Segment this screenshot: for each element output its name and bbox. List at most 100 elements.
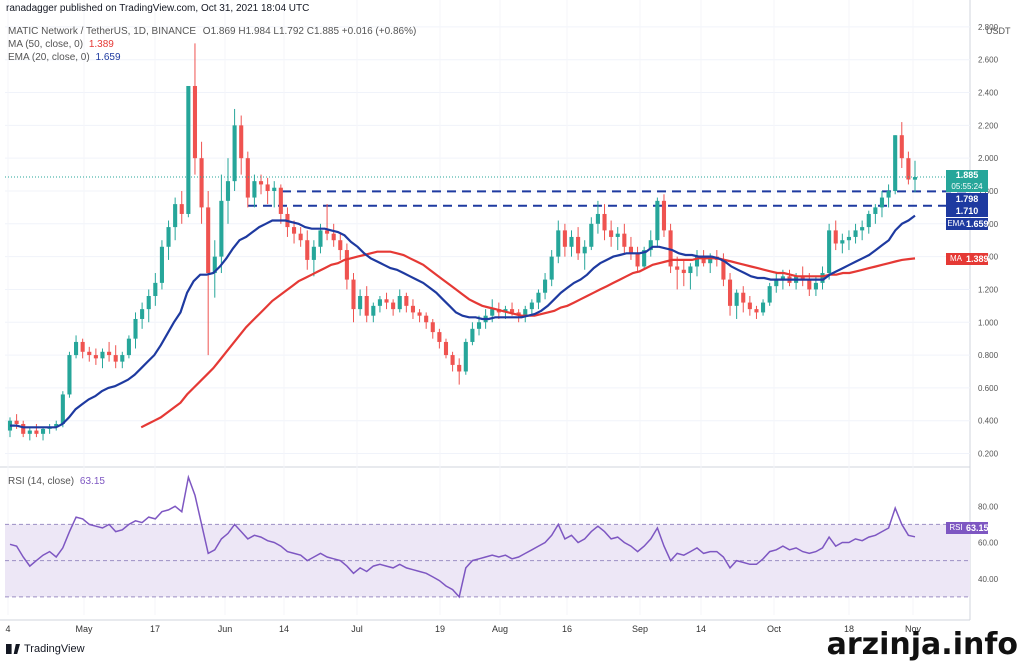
- candle-body: [27, 430, 32, 434]
- candle-body: [153, 282, 158, 297]
- publisher-line: ranadagger published on TradingView.com,…: [6, 3, 310, 14]
- candle-body: [774, 279, 779, 287]
- candle: [741, 286, 746, 313]
- candle: [417, 309, 422, 323]
- x-tick-label: 19: [435, 624, 445, 634]
- candle: [582, 240, 587, 270]
- ema-price-tag: 1.659: [966, 218, 989, 230]
- candle-body: [490, 309, 495, 316]
- x-tick-label: 18: [844, 624, 854, 634]
- candle-body: [536, 292, 541, 303]
- candle-body: [509, 309, 515, 313]
- candle: [450, 351, 455, 372]
- tradingview-brand[interactable]: TradingView: [6, 643, 85, 655]
- candle-body: [582, 246, 587, 254]
- candle: [866, 210, 871, 234]
- candle: [225, 158, 231, 224]
- candle-body: [404, 296, 409, 306]
- candle-body: [225, 181, 231, 201]
- candle: [146, 289, 151, 323]
- candle-body: [754, 309, 759, 313]
- x-tick-label: Nov: [905, 624, 922, 634]
- candle-body: [853, 230, 858, 237]
- candle: [292, 220, 297, 244]
- y-tick-label: 0.800: [978, 351, 999, 360]
- candle-body: [615, 233, 620, 237]
- candle-body: [278, 187, 283, 214]
- y-tick-label: 2.200: [978, 121, 999, 130]
- candle: [549, 250, 554, 287]
- candle-body: [747, 302, 752, 310]
- candle: [206, 190, 211, 356]
- candle: [331, 223, 336, 247]
- candle: [133, 312, 138, 349]
- candle-body: [609, 230, 614, 237]
- candle-body: [622, 233, 627, 247]
- candle-body: [556, 230, 561, 257]
- candle-body: [893, 135, 898, 191]
- candle-body: [635, 253, 640, 267]
- candle-body: [54, 423, 59, 428]
- candle-body: [655, 200, 660, 241]
- candle: [774, 273, 779, 293]
- candle-body: [529, 302, 534, 310]
- candle: [853, 223, 858, 244]
- candle-body: [734, 292, 739, 306]
- candle-body: [351, 279, 356, 310]
- candle: [40, 427, 46, 441]
- candle: [80, 338, 85, 359]
- candle-body: [675, 266, 680, 270]
- candle: [734, 289, 739, 319]
- candle: [377, 296, 382, 313]
- candle: [457, 358, 462, 385]
- candle: [410, 299, 416, 319]
- candle-body: [107, 351, 112, 356]
- currency-label: USDT: [986, 26, 1011, 36]
- candle-body: [800, 276, 805, 280]
- candle: [443, 338, 449, 359]
- candle-body: [741, 292, 746, 303]
- candle-body: [377, 299, 382, 306]
- rsi-value: 63.15: [79, 476, 105, 487]
- candle: [846, 230, 851, 251]
- candle-body: [311, 246, 316, 260]
- candle: [430, 318, 435, 339]
- candle-body: [780, 276, 785, 280]
- candle: [371, 302, 376, 323]
- candle: [179, 190, 184, 224]
- candle: [470, 322, 475, 346]
- candle-body: [292, 227, 297, 234]
- candle-body: [67, 355, 72, 395]
- candle: [628, 236, 633, 260]
- candle-body: [179, 204, 184, 214]
- candle-body: [219, 200, 224, 257]
- candle: [879, 190, 885, 218]
- candle-body: [60, 394, 65, 424]
- candle: [404, 292, 409, 313]
- candle: [463, 338, 468, 375]
- candle-body: [173, 204, 178, 228]
- candle: [351, 273, 356, 323]
- candle-body: [589, 223, 594, 247]
- candle: [747, 296, 752, 316]
- candle-body: [21, 423, 26, 434]
- candle: [602, 204, 607, 241]
- last-price: 1.885: [955, 170, 979, 180]
- candle: [827, 223, 832, 280]
- candle: [140, 302, 145, 329]
- candle: [622, 223, 627, 254]
- candle-body: [298, 233, 303, 241]
- candle: [384, 292, 389, 310]
- y-tick-label: 1.400: [978, 253, 999, 262]
- candle: [397, 289, 402, 313]
- candle-body: [899, 135, 904, 159]
- candle-body: [166, 227, 171, 247]
- candle-body: [576, 236, 581, 254]
- candle-body: [827, 230, 832, 274]
- candle: [529, 299, 534, 316]
- candle-body: [113, 355, 118, 362]
- last-price-tag: 1.885 05:55:24: [946, 170, 988, 192]
- rsi-tick-label: 80.00: [978, 502, 999, 511]
